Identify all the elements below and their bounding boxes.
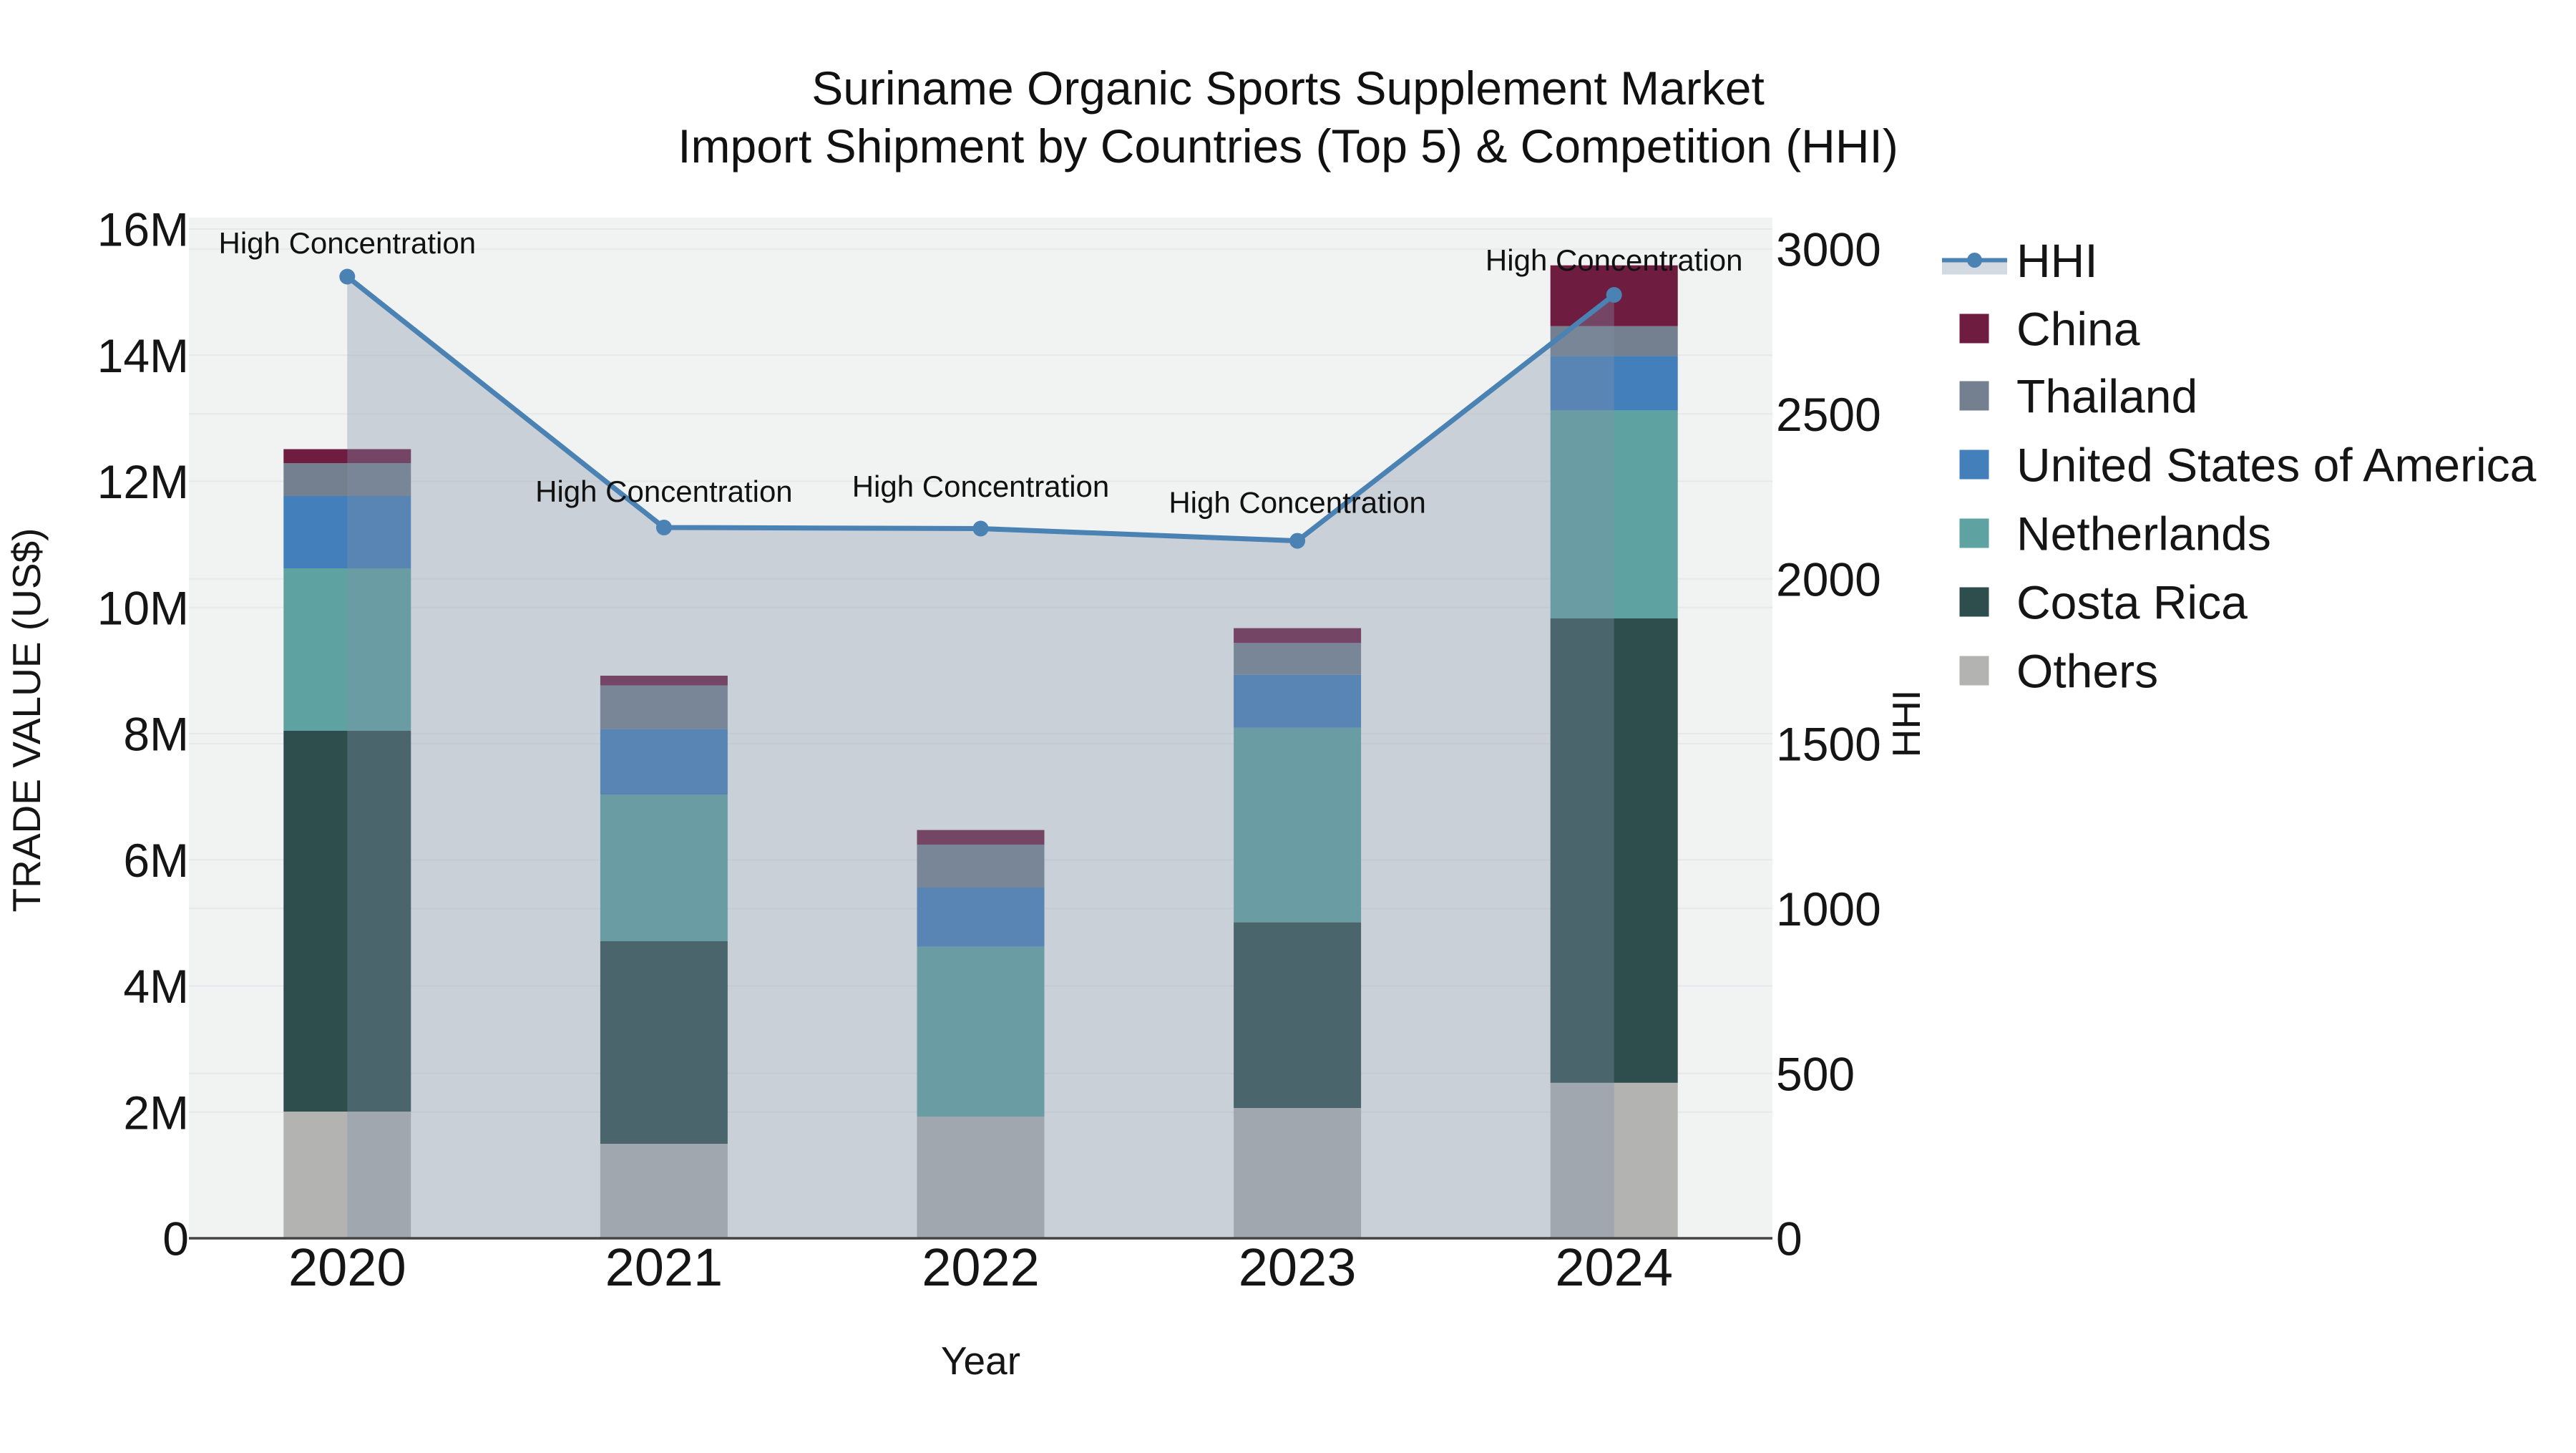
svg-text:2020: 2020: [288, 1238, 406, 1297]
svg-text:2M: 2M: [123, 1086, 189, 1139]
svg-text:16M: 16M: [97, 203, 189, 256]
svg-text:High Concentration: High Concentration: [219, 226, 477, 260]
svg-text:1000: 1000: [1776, 883, 1881, 936]
svg-text:HHI: HHI: [2016, 234, 2098, 287]
svg-text:12M: 12M: [97, 455, 189, 508]
svg-text:0: 0: [162, 1213, 189, 1265]
svg-text:14M: 14M: [97, 329, 189, 382]
svg-text:0: 0: [1776, 1213, 1802, 1265]
svg-text:2022: 2022: [922, 1238, 1040, 1297]
svg-text:High Concentration: High Concentration: [852, 470, 1110, 503]
svg-text:2021: 2021: [605, 1238, 723, 1297]
svg-text:500: 500: [1776, 1047, 1855, 1100]
svg-text:10M: 10M: [97, 581, 189, 634]
svg-text:2000: 2000: [1776, 553, 1881, 606]
svg-text:United States of America: United States of America: [2016, 439, 2537, 492]
svg-text:China: China: [2016, 303, 2140, 356]
svg-text:1500: 1500: [1776, 718, 1881, 771]
svg-text:High Concentration: High Concentration: [1485, 243, 1743, 277]
svg-text:Others: Others: [2016, 645, 2158, 698]
svg-text:TRADE VALUE (US$): TRADE VALUE (US$): [4, 528, 49, 913]
svg-text:Import Shipment by Countries (: Import Shipment by Countries (Top 5) & C…: [678, 120, 1898, 172]
svg-text:High Concentration: High Concentration: [535, 475, 793, 508]
svg-text:High Concentration: High Concentration: [1169, 486, 1426, 520]
svg-text:2024: 2024: [1555, 1238, 1673, 1297]
svg-text:Netherlands: Netherlands: [2016, 507, 2271, 560]
svg-text:Costa Rica: Costa Rica: [2016, 576, 2248, 629]
svg-text:2500: 2500: [1776, 388, 1881, 441]
svg-text:4M: 4M: [123, 960, 189, 1013]
svg-text:2023: 2023: [1239, 1238, 1357, 1297]
svg-text:Thailand: Thailand: [2016, 370, 2197, 423]
svg-text:Suriname Organic Sports Supple: Suriname Organic Sports Supplement Marke…: [811, 62, 1765, 115]
svg-text:Year: Year: [941, 1338, 1020, 1383]
svg-text:6M: 6M: [123, 834, 189, 887]
svg-text:HHI: HHI: [1884, 690, 1928, 758]
svg-text:3000: 3000: [1776, 223, 1881, 276]
svg-text:8M: 8M: [123, 708, 189, 761]
